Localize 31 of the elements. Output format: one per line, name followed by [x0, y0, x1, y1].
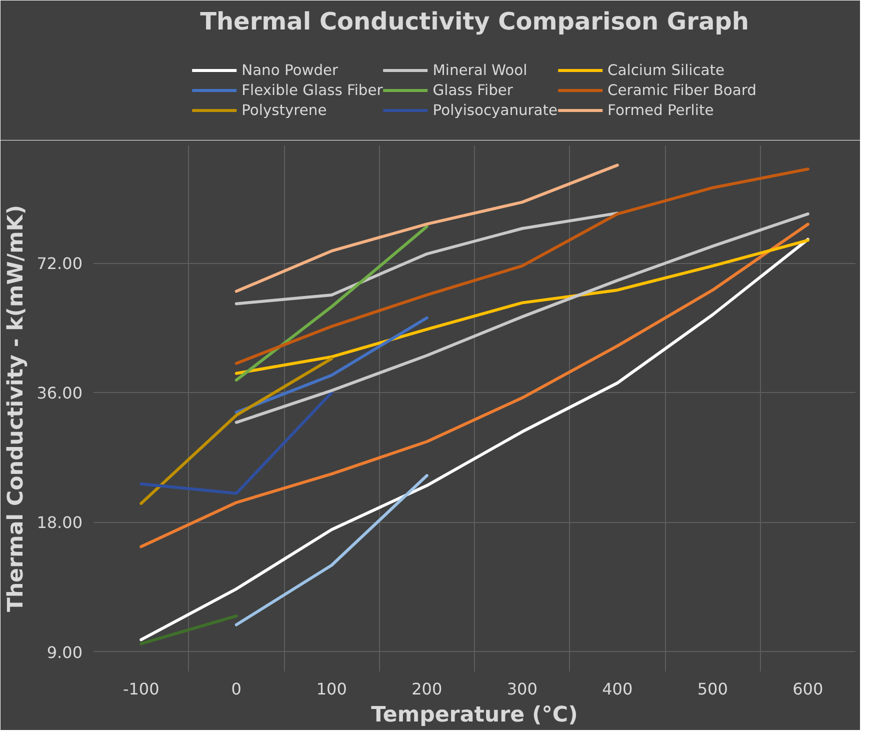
x-tick-label: 500 — [697, 680, 728, 698]
line-series — [234, 212, 810, 424]
line-series — [234, 238, 810, 375]
line-series — [234, 212, 619, 306]
legend-label: Formed Perlite — [608, 102, 714, 118]
y-tick-label: 36.00 — [36, 384, 83, 403]
x-tick-label: 600 — [792, 680, 824, 698]
line-series — [234, 164, 619, 293]
x-axis-title: Temperature (°C) — [371, 702, 578, 728]
x-tick-label: 0 — [231, 680, 242, 698]
y-tick-label: 9.00 — [46, 642, 82, 662]
y-axis-title: Thermal Conductivity - k(mW/mK) — [4, 204, 29, 612]
x-tick-label: 300 — [506, 680, 538, 698]
legend-label: Polyisocyanurate — [432, 102, 558, 118]
chart-title: Thermal Conductivity Comparison Graph — [200, 8, 749, 36]
line-series — [140, 238, 810, 642]
legend-label: Mineral Wool — [432, 62, 528, 78]
legend-label: Nano Powder — [242, 62, 338, 78]
legend-label: Glass Fiber — [432, 82, 513, 98]
y-tick-label: 72.00 — [36, 254, 83, 274]
line-series — [140, 222, 810, 548]
legend-label: Ceramic Fiber Board — [608, 82, 756, 98]
x-tick-label: 400 — [602, 680, 633, 698]
legend-label: Polystyrene — [242, 102, 327, 118]
line-series — [234, 168, 810, 365]
x-tick-label: 200 — [412, 680, 442, 698]
y-tick-label: 18.00 — [36, 513, 83, 532]
x-tick-label: -100 — [122, 680, 160, 698]
legend-label: Calcium Silicate — [608, 62, 725, 78]
x-tick-label: 100 — [316, 680, 347, 698]
legend-label: Flexible Glass Fiber — [242, 82, 383, 98]
